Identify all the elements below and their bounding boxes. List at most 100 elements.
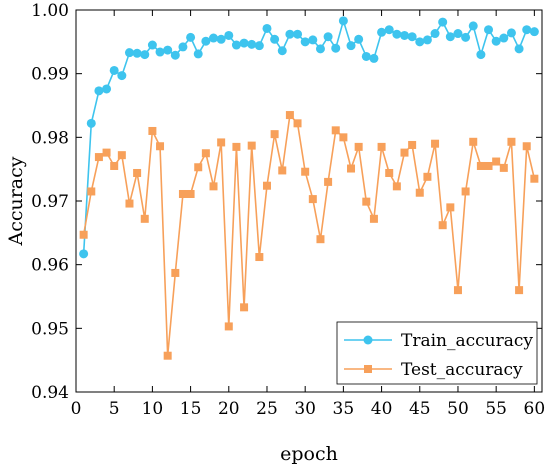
data-point <box>102 148 111 157</box>
data-point <box>522 25 532 35</box>
data-point <box>377 27 387 37</box>
data-point <box>323 32 333 42</box>
data-point <box>499 163 508 172</box>
data-point <box>224 322 233 331</box>
data-point <box>385 168 394 177</box>
y-axis-label: Accuracy <box>5 156 27 246</box>
data-point <box>132 48 142 58</box>
data-point <box>87 187 96 196</box>
x-tick-label: 10 <box>142 399 164 419</box>
x-tick-label: 45 <box>409 399 431 419</box>
data-point <box>293 119 302 128</box>
data-point <box>515 286 524 295</box>
data-point <box>522 142 531 151</box>
data-point <box>102 84 112 94</box>
x-tick-label: 5 <box>109 399 120 419</box>
data-point <box>347 164 356 173</box>
x-tick-label: 30 <box>294 399 316 419</box>
data-point <box>438 17 448 27</box>
data-point <box>301 167 310 176</box>
series-train <box>79 16 539 259</box>
data-point <box>354 142 363 151</box>
data-point <box>140 50 150 60</box>
x-tick-label: 15 <box>180 399 202 419</box>
y-tick-label: 0.96 <box>31 256 69 276</box>
data-point <box>148 126 157 135</box>
x-tick-label: 50 <box>447 399 469 419</box>
x-axis-label: epoch <box>280 443 338 465</box>
data-point <box>361 51 371 61</box>
data-point <box>232 142 241 151</box>
data-point <box>514 44 524 54</box>
data-point <box>415 37 425 47</box>
data-point <box>240 303 249 312</box>
y-tick-label: 0.95 <box>31 319 69 339</box>
data-point <box>476 161 485 170</box>
data-point <box>529 27 539 37</box>
data-point <box>438 221 447 230</box>
data-point <box>331 43 341 53</box>
data-point <box>461 32 471 42</box>
data-point <box>308 35 318 45</box>
x-tick-label: 0 <box>71 399 82 419</box>
data-point <box>186 189 195 198</box>
y-tick-label: 0.97 <box>31 192 69 212</box>
data-point <box>469 137 478 146</box>
x-tick-label: 55 <box>485 399 507 419</box>
data-point <box>155 47 165 57</box>
legend: Train_accuracy Test_accuracy <box>336 321 538 385</box>
data-point <box>346 41 356 51</box>
data-point <box>79 230 88 239</box>
data-point <box>285 29 295 39</box>
data-point <box>491 36 501 46</box>
data-point <box>163 351 172 360</box>
data-point <box>178 189 187 198</box>
data-point <box>369 53 379 63</box>
data-point <box>125 199 134 208</box>
data-point <box>293 29 303 39</box>
data-point <box>285 111 294 120</box>
data-point <box>530 174 539 183</box>
data-point <box>170 50 180 60</box>
legend-entry-test: Test_accuracy <box>344 360 523 380</box>
y-axis-ticks: 0.94 0.95 0.96 0.97 0.98 0.99 1.00 <box>31 1 542 403</box>
data-point <box>278 166 287 175</box>
data-point <box>94 86 104 96</box>
data-point <box>262 181 271 190</box>
data-point <box>338 16 348 26</box>
data-point <box>468 21 478 31</box>
data-point <box>362 197 371 206</box>
data-point <box>453 286 462 295</box>
legend-swatch-test-marker <box>364 365 372 373</box>
x-tick-label: 25 <box>256 399 278 419</box>
data-point <box>186 32 196 42</box>
data-point <box>209 33 219 43</box>
data-point <box>400 148 409 157</box>
data-point <box>247 141 256 150</box>
data-point <box>140 214 149 223</box>
data-point <box>277 46 287 56</box>
data-point <box>423 172 432 181</box>
data-point <box>324 177 333 186</box>
data-point <box>430 29 440 39</box>
series-layer <box>79 16 539 360</box>
data-point <box>308 195 317 204</box>
data-point <box>178 42 188 52</box>
data-point <box>193 49 203 59</box>
legend-swatch-train-marker <box>363 335 373 345</box>
data-point <box>399 30 409 40</box>
data-point <box>484 161 493 170</box>
data-point <box>262 23 272 33</box>
data-point <box>255 253 264 262</box>
data-point <box>407 32 417 42</box>
data-point <box>224 30 234 40</box>
x-tick-label: 40 <box>371 399 393 419</box>
data-point <box>369 214 378 223</box>
x-tick-label: 60 <box>524 399 546 419</box>
data-point <box>339 133 348 142</box>
data-point <box>431 139 440 148</box>
data-point <box>461 187 470 196</box>
data-point <box>110 161 119 170</box>
data-point <box>94 153 103 162</box>
